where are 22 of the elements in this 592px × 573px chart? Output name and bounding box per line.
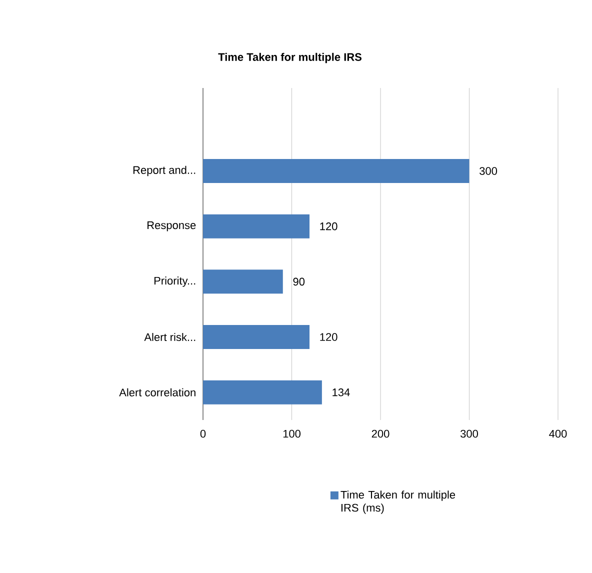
x-tick-label: 100 bbox=[283, 430, 300, 438]
x-tick-label: 300 bbox=[460, 430, 478, 438]
data-label: 120 bbox=[320, 333, 338, 341]
chart-title: Time Taken for multiple IRS bbox=[218, 52, 362, 64]
y-tick-label: Alert correlation bbox=[119, 388, 196, 396]
x-tick-label: 200 bbox=[372, 430, 390, 438]
x-tick-label: 400 bbox=[549, 430, 567, 438]
data-label: 90 bbox=[293, 278, 305, 286]
data-label: 134 bbox=[332, 388, 350, 396]
bar bbox=[203, 214, 310, 238]
data-label: 300 bbox=[480, 167, 498, 175]
bar bbox=[203, 380, 322, 404]
y-tick-label: Priority... bbox=[154, 276, 196, 287]
y-tick-label: Report and... bbox=[133, 166, 196, 176]
y-tick-label: Response bbox=[148, 221, 196, 232]
bar bbox=[203, 325, 310, 350]
bar bbox=[203, 270, 283, 294]
x-tick-label: 0 bbox=[200, 430, 206, 438]
legend-label: Time Taken for multiple IRS (ms) bbox=[340, 490, 456, 514]
data-label: 120 bbox=[320, 222, 338, 230]
y-tick-label: Alert risk... bbox=[144, 332, 196, 342]
bar bbox=[203, 159, 470, 184]
